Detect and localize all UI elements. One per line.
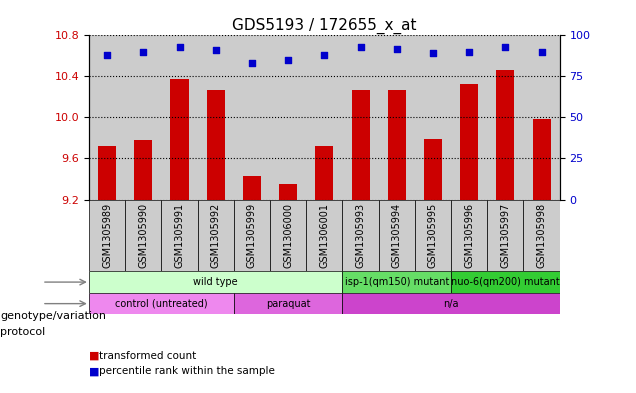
Point <box>319 52 329 58</box>
Bar <box>451 200 487 271</box>
Bar <box>234 35 270 200</box>
Point <box>428 50 438 57</box>
Bar <box>424 139 442 200</box>
Text: protocol: protocol <box>0 327 45 337</box>
Text: wild type: wild type <box>193 277 238 287</box>
Text: GSM1305990: GSM1305990 <box>139 203 148 268</box>
Bar <box>234 200 270 271</box>
Point <box>102 52 112 58</box>
Bar <box>342 293 560 314</box>
Text: GSM1305997: GSM1305997 <box>501 203 510 268</box>
Bar <box>198 35 234 200</box>
Text: paraquat: paraquat <box>266 299 310 309</box>
Point <box>501 44 511 50</box>
Bar <box>207 90 225 200</box>
Text: isp-1(qm150) mutant: isp-1(qm150) mutant <box>345 277 449 287</box>
Text: GSM1305992: GSM1305992 <box>211 203 221 268</box>
Text: nuo-6(qm200) mutant: nuo-6(qm200) mutant <box>451 277 560 287</box>
Bar <box>487 35 523 200</box>
Text: percentile rank within the sample: percentile rank within the sample <box>99 366 275 376</box>
Bar <box>523 200 560 271</box>
Point <box>283 57 293 63</box>
Point <box>174 44 184 50</box>
Bar <box>198 200 234 271</box>
Bar <box>98 146 116 200</box>
Point <box>392 45 402 51</box>
Bar <box>415 35 451 200</box>
Bar <box>89 200 125 271</box>
Bar <box>388 90 406 200</box>
Point <box>247 60 257 66</box>
Point <box>356 44 366 50</box>
Bar <box>234 293 342 314</box>
Text: GSM1305989: GSM1305989 <box>102 203 112 268</box>
Text: transformed count: transformed count <box>99 351 196 361</box>
Bar <box>243 176 261 200</box>
Text: GSM1306000: GSM1306000 <box>283 203 293 268</box>
Bar <box>125 200 162 271</box>
Title: GDS5193 / 172655_x_at: GDS5193 / 172655_x_at <box>232 18 417 34</box>
Bar <box>270 35 307 200</box>
Point <box>138 49 148 55</box>
Bar <box>307 200 342 271</box>
Bar <box>270 200 307 271</box>
Bar <box>315 146 333 200</box>
Bar <box>89 35 125 200</box>
Bar <box>125 35 162 200</box>
Bar <box>451 35 487 200</box>
Text: genotype/variation: genotype/variation <box>0 311 106 321</box>
Bar <box>307 35 342 200</box>
Bar <box>415 200 451 271</box>
Bar <box>532 119 551 200</box>
Bar <box>134 140 153 200</box>
Text: ■: ■ <box>89 366 100 376</box>
Text: GSM1305995: GSM1305995 <box>428 203 438 268</box>
Bar <box>496 70 515 200</box>
Bar <box>162 200 198 271</box>
Bar <box>342 200 378 271</box>
Text: n/a: n/a <box>443 299 459 309</box>
Bar <box>378 35 415 200</box>
Text: GSM1305994: GSM1305994 <box>392 203 402 268</box>
Text: GSM1306001: GSM1306001 <box>319 203 329 268</box>
Bar <box>523 35 560 200</box>
Bar <box>451 271 560 293</box>
Bar <box>460 84 478 200</box>
Bar <box>342 35 378 200</box>
Text: GSM1305991: GSM1305991 <box>174 203 184 268</box>
Bar <box>352 90 370 200</box>
Text: GSM1305999: GSM1305999 <box>247 203 257 268</box>
Bar <box>89 271 342 293</box>
Bar <box>342 271 451 293</box>
Bar <box>89 293 234 314</box>
Text: GSM1305993: GSM1305993 <box>356 203 366 268</box>
Bar <box>162 35 198 200</box>
Bar <box>487 200 523 271</box>
Point <box>464 49 474 55</box>
Point <box>211 47 221 53</box>
Point <box>537 49 547 55</box>
Bar <box>170 79 189 200</box>
Bar <box>378 200 415 271</box>
Text: GSM1305998: GSM1305998 <box>537 203 546 268</box>
Text: ■: ■ <box>89 351 100 361</box>
Text: GSM1305996: GSM1305996 <box>464 203 474 268</box>
Text: control (untreated): control (untreated) <box>115 299 208 309</box>
Bar <box>279 184 297 200</box>
